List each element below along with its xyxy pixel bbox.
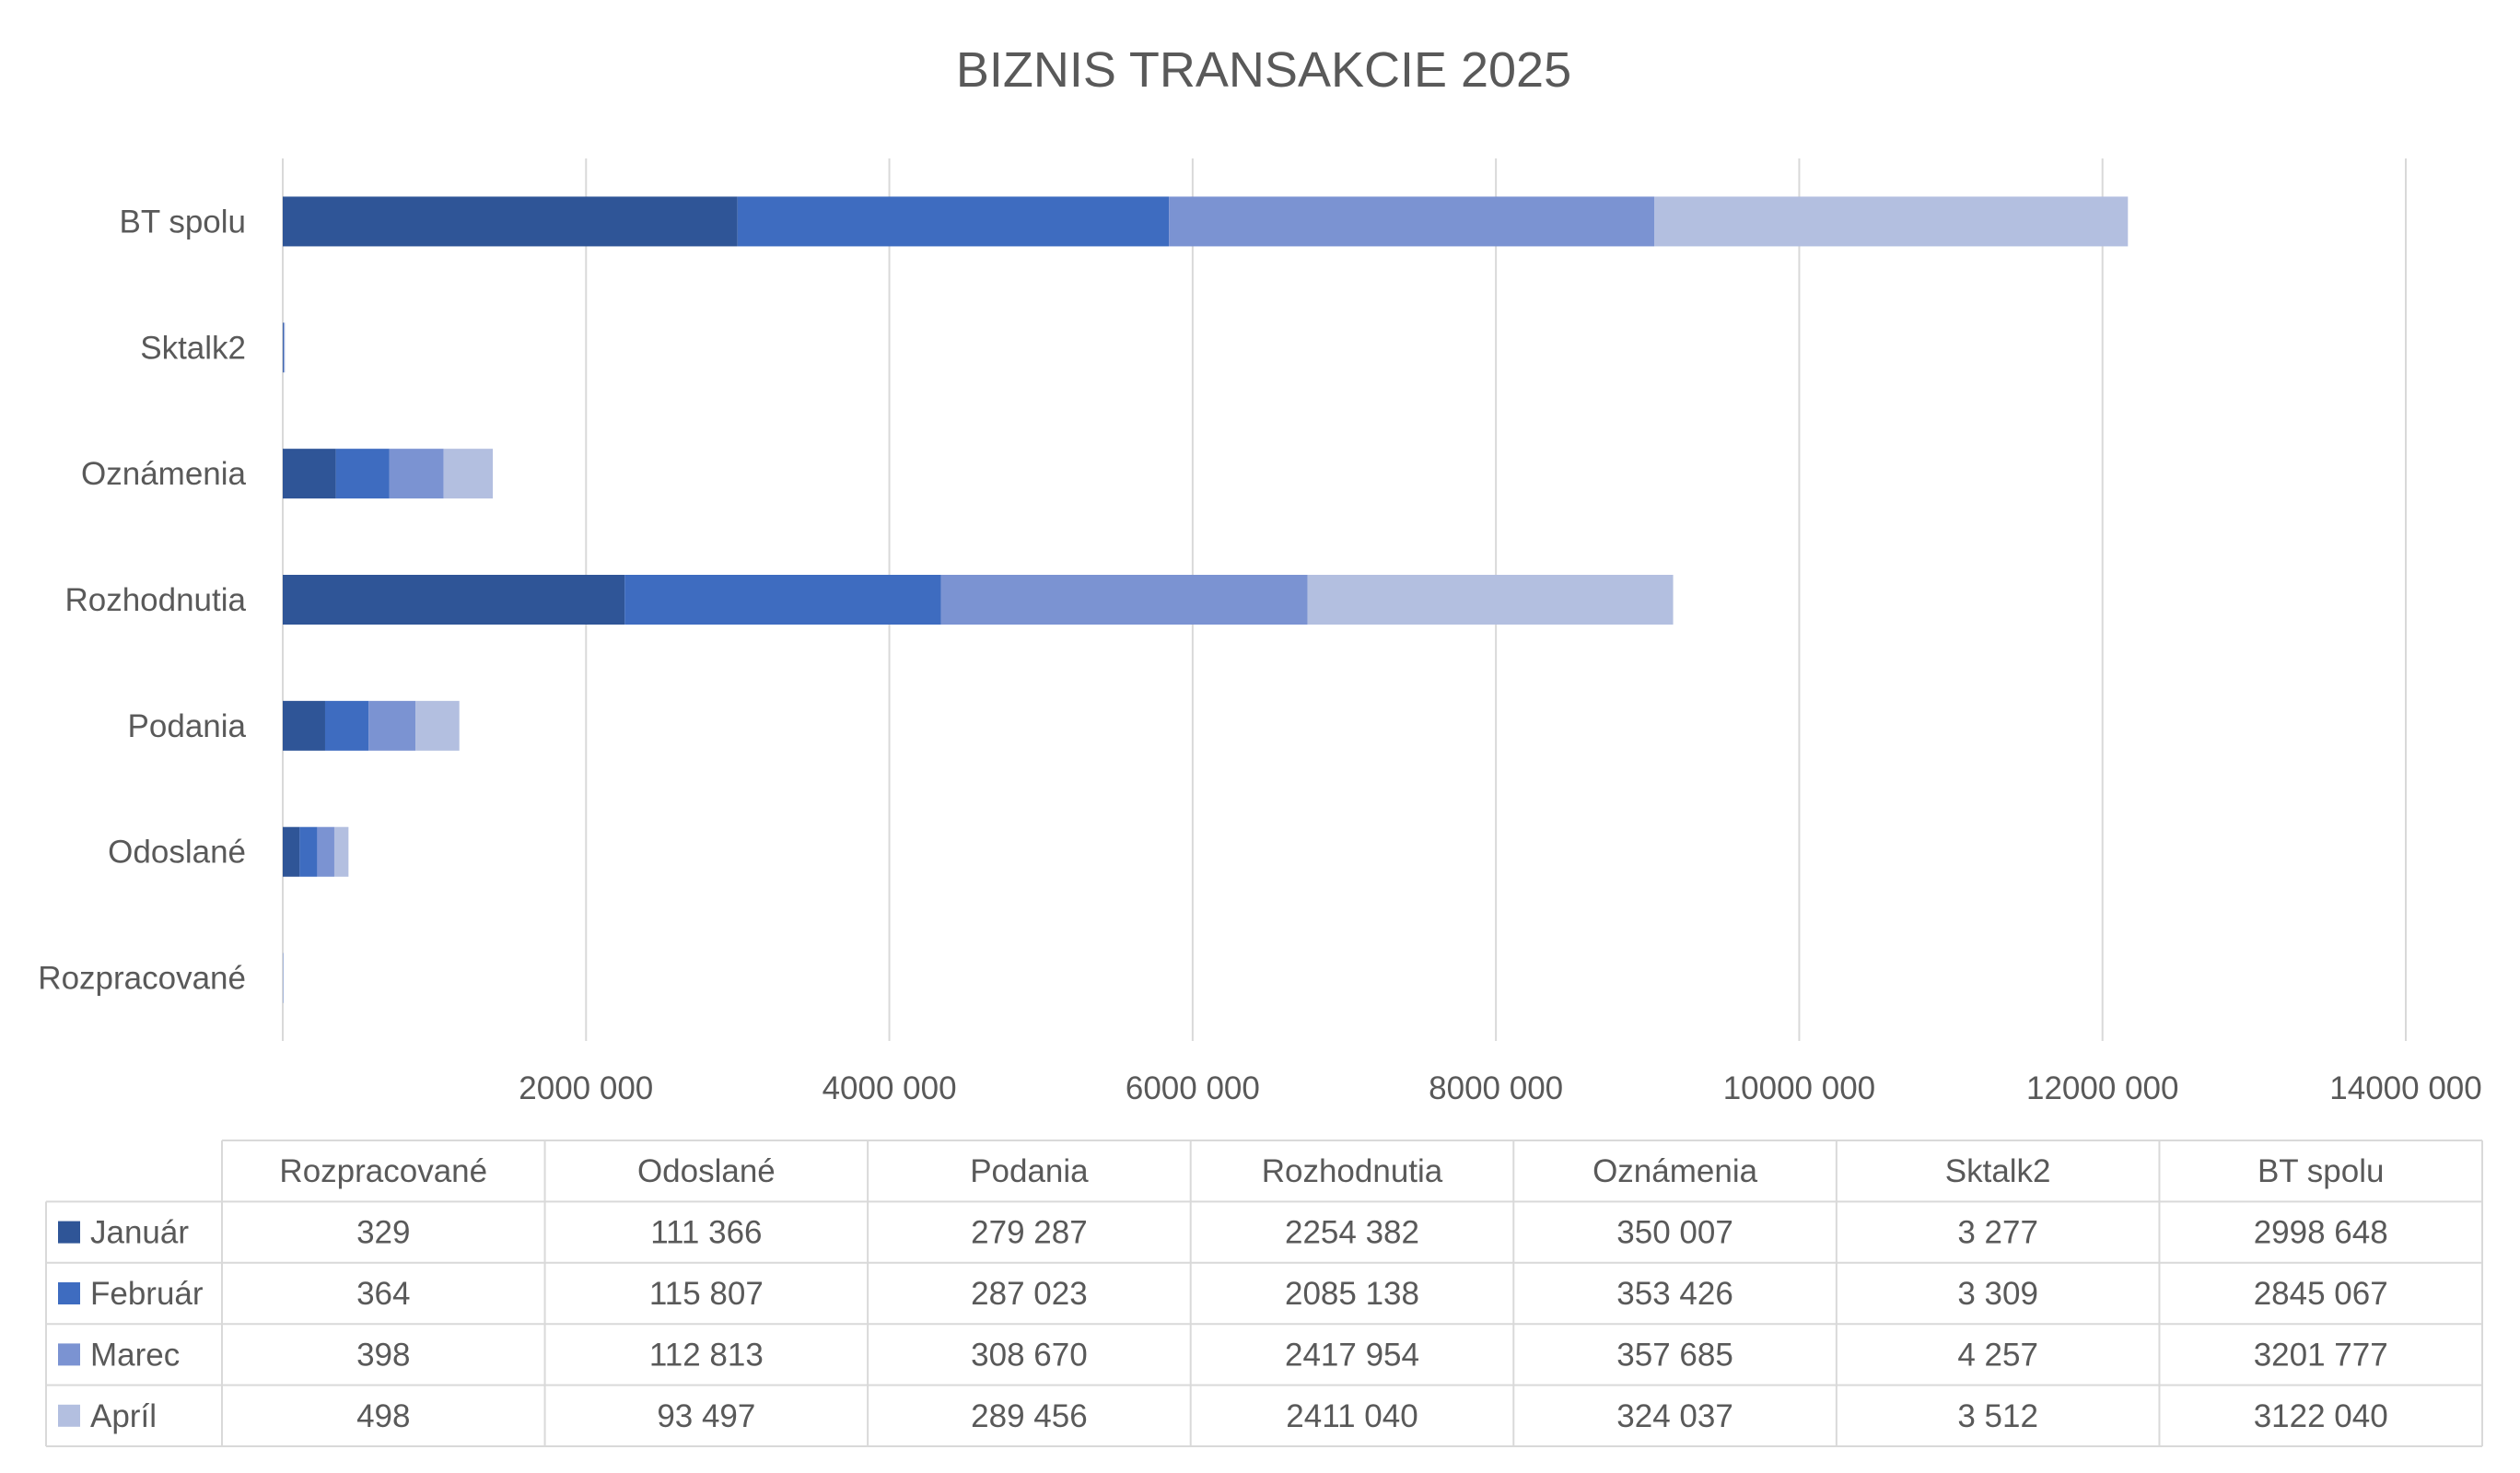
- x-tick-label: 10000 000: [1723, 1070, 1875, 1106]
- bar-segment: [389, 449, 444, 499]
- bar-segment: [283, 826, 300, 877]
- table-cell: 2998 648: [2254, 1215, 2388, 1251]
- table-cell: 329: [356, 1215, 410, 1251]
- table-cell: 115 807: [649, 1276, 764, 1312]
- table-cell: 111 366: [650, 1215, 762, 1251]
- bar-segment: [368, 700, 416, 751]
- table-cell: 287 023: [971, 1276, 1088, 1312]
- x-tick-label: 8000 000: [1429, 1070, 1563, 1106]
- table-cell: 364: [356, 1276, 410, 1312]
- category-label: Rozpracované: [38, 961, 246, 997]
- bar-segment: [940, 575, 1308, 625]
- table-cell: 350 007: [1616, 1215, 1733, 1251]
- category-label: Oznámenia: [81, 456, 247, 492]
- data-table: Rozpracované Odoslané Podania Rozhodnutia Oz…: [45, 1140, 2483, 1447]
- bar-segment: [284, 322, 286, 373]
- category-labels: Rozpracované Odoslané Podania Rozhodnutia Oz…: [38, 204, 246, 996]
- table-cell: 308 670: [971, 1337, 1088, 1373]
- table-cell: 3122 040: [2254, 1398, 2388, 1434]
- table-cell: 279 287: [971, 1215, 1088, 1251]
- table-cell: 4 257: [1957, 1337, 2038, 1373]
- bar-segment: [1307, 575, 1674, 625]
- x-tick-label: 4000 000: [822, 1070, 957, 1106]
- table-cell: 3 512: [1957, 1398, 2038, 1434]
- table-cell: 2845 067: [2254, 1276, 2388, 1312]
- legend-swatch: [58, 1221, 80, 1244]
- category-label: Rozhodnutia: [64, 582, 246, 618]
- bar-segment: [284, 322, 285, 373]
- legend-label: Apríl: [90, 1398, 157, 1434]
- category-label: Podania: [128, 708, 247, 744]
- table-header-cell: Podania: [970, 1153, 1089, 1189]
- x-tick-label: 12000 000: [2026, 1070, 2178, 1106]
- bar-segment: [333, 826, 349, 877]
- legend-label: Marec: [90, 1337, 180, 1373]
- bar-segment: [324, 700, 369, 751]
- category-label: BT spolu: [120, 204, 247, 240]
- table-cell: 398: [356, 1337, 410, 1373]
- bar-segment: [299, 826, 318, 877]
- bar-segment: [737, 196, 1170, 247]
- legend-swatch: [58, 1404, 80, 1427]
- table-cell: 3201 777: [2254, 1337, 2388, 1373]
- bar-segment: [283, 322, 285, 373]
- table-cell: 112 813: [649, 1337, 764, 1373]
- table-header-cell: Odoslané: [637, 1153, 776, 1189]
- table-cell: 357 685: [1616, 1337, 1733, 1373]
- table-header-cell: Sktalk2: [1945, 1153, 2051, 1189]
- legend-label: Február: [90, 1276, 204, 1312]
- x-tick-label: 14000 000: [2329, 1070, 2481, 1106]
- table-cell: 3 277: [1957, 1215, 2038, 1251]
- table-header-cell: Oznámenia: [1592, 1153, 1758, 1189]
- table-header-cell: BT spolu: [2258, 1153, 2385, 1189]
- bar-segment: [1169, 196, 1655, 247]
- bar-segment: [335, 449, 390, 499]
- bar-segment: [283, 449, 336, 499]
- bar-segment: [283, 322, 284, 373]
- table-cell: 289 456: [971, 1398, 1088, 1434]
- bar-segment: [283, 196, 738, 247]
- bar-segment: [283, 575, 625, 625]
- table-cell: 324 037: [1616, 1398, 1733, 1434]
- legend-swatch: [58, 1343, 80, 1366]
- bars: [283, 196, 2129, 1003]
- bar-segment: [415, 700, 460, 751]
- table-header-cell: Rozhodnutia: [1262, 1153, 1443, 1189]
- bar-segment: [317, 826, 334, 877]
- table-cell: 3 309: [1957, 1276, 2038, 1312]
- bar-segment: [283, 953, 284, 1003]
- category-label: Odoslané: [108, 835, 246, 871]
- table-header-cell: Rozpracované: [279, 1153, 487, 1189]
- table-cell: 353 426: [1616, 1276, 1733, 1312]
- category-label: Sktalk2: [140, 330, 246, 366]
- legend-swatch: [58, 1282, 80, 1304]
- table-cell: 93 497: [657, 1398, 755, 1434]
- bar-segment: [283, 700, 325, 751]
- table-cell: 498: [356, 1398, 410, 1434]
- bar-segment: [624, 575, 941, 625]
- table-cell: 2085 138: [1285, 1276, 1419, 1312]
- x-axis-tick-labels: 2000 000 4000 000 6000 000 8000 000 10000 00…: [519, 1070, 2481, 1106]
- table-cell: 2411 040: [1286, 1398, 1418, 1434]
- bar-segment: [1654, 196, 2129, 247]
- chart-title: BIZNIS TRANSAKCIE 2025: [956, 42, 1571, 98]
- table-cell: 2417 954: [1285, 1337, 1419, 1373]
- bar-segment: [443, 449, 494, 499]
- table-cell: 2254 382: [1285, 1215, 1419, 1251]
- x-tick-label: 2000 000: [519, 1070, 653, 1106]
- legend-label: Január: [90, 1215, 189, 1251]
- x-tick-label: 6000 000: [1126, 1070, 1260, 1106]
